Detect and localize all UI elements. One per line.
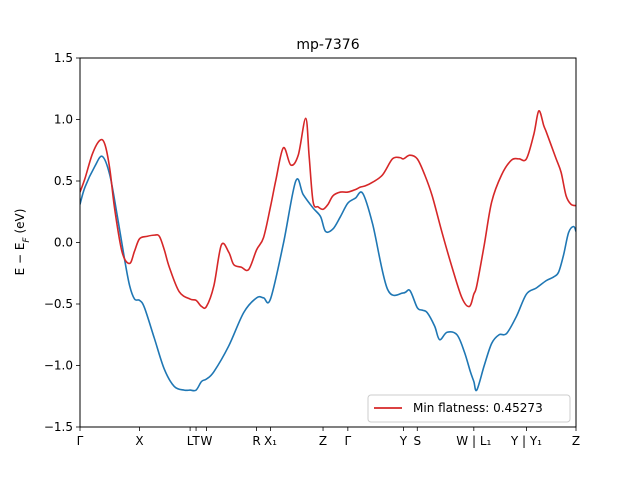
legend-label-min-flatness: Min flatness: 0.45273: [413, 401, 543, 415]
x-tick-label: R: [252, 434, 260, 448]
x-tick-label: Γ: [344, 434, 351, 448]
x-tick-label: Y: [399, 434, 408, 448]
x-tick-label: X: [135, 434, 143, 448]
y-tick-label: −1.0: [44, 359, 73, 373]
series-line-red-band: [80, 110, 576, 310]
y-axis: −1.5 −1.0 −0.5 0.0 0.5 1.0 1.5: [44, 51, 80, 434]
y-tick-label: −0.5: [44, 297, 73, 311]
x-tick-label: Z: [572, 434, 580, 448]
x-tick-label: X₁: [264, 434, 277, 448]
x-tick-label: L: [187, 434, 194, 448]
y-tick-label: −1.5: [44, 420, 73, 434]
y-tick-label: 1.0: [54, 113, 73, 127]
plot-area-frame: [79, 57, 577, 428]
x-tick-label: S: [413, 434, 421, 448]
y-tick-label: 1.5: [54, 51, 73, 65]
x-tick-label: W | L₁: [456, 434, 491, 448]
legend: Min flatness: 0.45273: [367, 394, 571, 423]
x-tick-label: Z: [319, 434, 327, 448]
x-tick-label: W: [201, 434, 213, 448]
y-tick-label: 0.5: [54, 174, 73, 188]
y-axis-label: E − EF (eV): [13, 209, 32, 276]
x-axis: Γ X LT W R X₁ Z Γ Y S W | L₁ Y | Y₁ Z: [77, 427, 580, 448]
y-tick-label: 0.0: [54, 236, 73, 250]
x-tick-label: T: [191, 434, 200, 448]
legend-box: [367, 394, 571, 423]
series-layer: [80, 110, 576, 392]
series-line-blue-band: [80, 155, 576, 392]
x-tick-label: Y | Y₁: [510, 434, 542, 448]
chart-title: mp-7376: [296, 37, 359, 53]
x-tick-label: Γ: [77, 434, 84, 448]
